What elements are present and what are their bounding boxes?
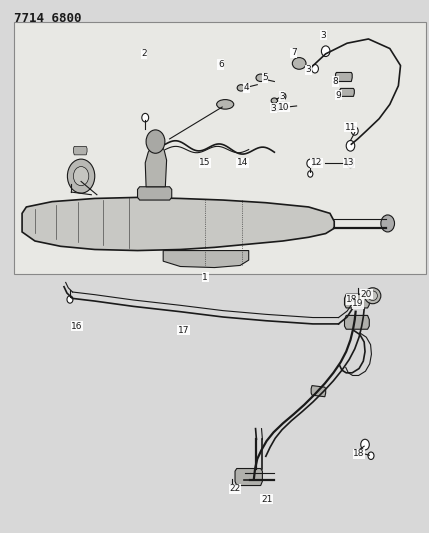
Circle shape [351,127,358,135]
Ellipse shape [256,74,266,82]
Text: 13: 13 [344,158,355,167]
Polygon shape [145,144,166,187]
Circle shape [381,215,395,232]
Circle shape [307,159,314,167]
Circle shape [368,452,374,459]
Text: 10: 10 [278,102,290,111]
Text: 7714 6800: 7714 6800 [14,12,81,26]
Text: 5: 5 [262,73,268,82]
Circle shape [308,171,313,177]
Text: 3: 3 [279,92,285,101]
Polygon shape [235,469,263,486]
Text: 21: 21 [261,495,272,504]
Circle shape [347,159,354,167]
Ellipse shape [292,58,306,69]
Ellipse shape [217,100,234,109]
Text: 3: 3 [320,31,326,40]
Polygon shape [22,197,334,251]
Text: 4: 4 [244,83,249,92]
Polygon shape [335,72,352,82]
Text: 3: 3 [271,103,276,112]
Polygon shape [344,294,369,308]
Polygon shape [340,88,354,96]
Circle shape [67,296,73,303]
Text: 20: 20 [361,289,372,298]
Polygon shape [311,385,326,397]
Polygon shape [138,187,172,200]
Text: 16: 16 [71,321,82,330]
Text: 19: 19 [353,299,364,308]
Polygon shape [272,104,280,111]
Text: 18: 18 [347,295,358,304]
Text: 9: 9 [335,91,341,100]
Circle shape [346,141,355,151]
Polygon shape [73,147,87,155]
Text: 12: 12 [311,158,322,167]
Circle shape [73,166,89,185]
Text: 22: 22 [230,484,241,493]
Polygon shape [163,251,249,268]
Bar [14,22,426,274]
Text: 6: 6 [218,60,224,69]
Ellipse shape [237,85,245,91]
Circle shape [311,64,318,73]
Circle shape [67,159,95,193]
Text: 3: 3 [306,66,311,74]
Text: 15: 15 [199,158,211,167]
Ellipse shape [368,291,378,301]
Ellipse shape [365,288,381,304]
Text: 14: 14 [237,158,248,167]
Text: 1: 1 [202,273,208,281]
Circle shape [142,114,148,122]
Circle shape [361,439,369,450]
Polygon shape [344,316,369,329]
Circle shape [321,46,330,56]
Ellipse shape [271,98,278,103]
Circle shape [146,130,165,154]
Text: 7: 7 [291,49,296,57]
Text: 17: 17 [178,326,190,335]
Text: 11: 11 [345,123,356,132]
Text: 2: 2 [141,50,147,58]
Text: 18: 18 [353,449,365,458]
Circle shape [280,93,286,100]
Text: 8: 8 [332,77,338,86]
